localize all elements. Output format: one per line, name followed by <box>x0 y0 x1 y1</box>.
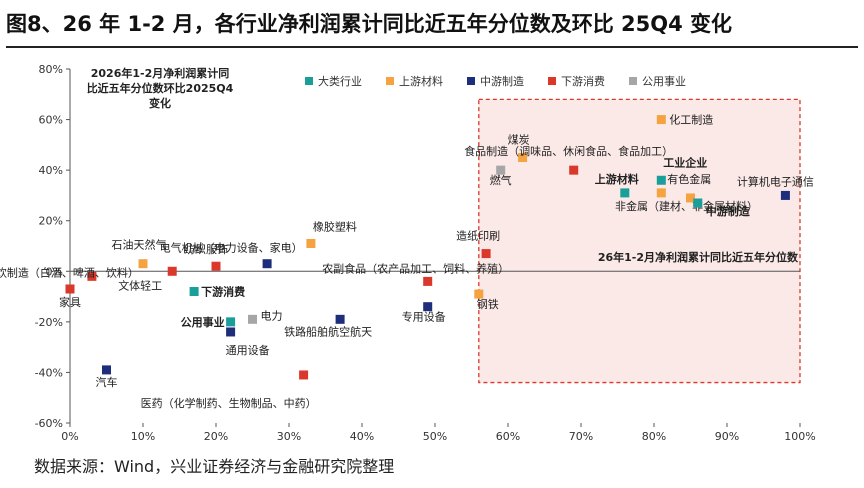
data-label: 钢铁 <box>477 298 499 311</box>
legend-swatch <box>629 77 637 85</box>
data-point <box>474 289 484 299</box>
y-tick-label: 20% <box>39 215 63 228</box>
data-label: 食品制造（调味品、休闲食品、食品加工） <box>464 144 673 158</box>
data-point <box>226 327 236 337</box>
data-point <box>299 370 309 380</box>
data-label: 铁路船舶航空航天 <box>284 324 372 338</box>
legend-label: 大类行业 <box>318 74 362 88</box>
x-tick-label: 40% <box>350 430 374 443</box>
y-tick-label: -40% <box>35 366 63 379</box>
x-tick-label: 90% <box>715 430 739 443</box>
data-label: 电气机械（电力设备、家电） <box>160 241 303 255</box>
data-point <box>102 365 111 375</box>
data-point <box>693 198 703 208</box>
data-point <box>306 238 316 248</box>
x-tick-label: 100% <box>784 430 815 443</box>
data-label: 文体轻工 <box>118 278 162 292</box>
y-tick-label: 0% <box>46 265 63 278</box>
data-label: 农副食品（农产品加工、饲料、养殖） <box>322 261 509 275</box>
title-divider <box>6 46 858 48</box>
legend-swatch <box>467 77 475 85</box>
x-tick-label: 50% <box>423 430 447 443</box>
x-tick-label: 0% <box>61 430 78 443</box>
data-point <box>423 302 433 312</box>
data-label: 通用设备 <box>226 343 270 357</box>
data-point <box>518 153 528 162</box>
legend-swatch <box>548 77 556 85</box>
data-label: 燃气 <box>490 173 512 187</box>
data-label: 造纸印刷 <box>456 229 500 243</box>
x-tick-label: 70% <box>569 430 593 443</box>
data-label: 工业企业 <box>663 155 707 169</box>
data-label: 医药（化学制药、生物制品、中药） <box>141 396 317 410</box>
x-tick-label: 60% <box>496 430 520 443</box>
data-label: 计算机电子通信 <box>737 174 814 188</box>
data-point <box>481 249 491 259</box>
data-label: 纺织服饰 <box>184 242 228 256</box>
legend-label: 公用事业 <box>642 75 686 88</box>
data-point <box>780 190 790 200</box>
legend-label: 下游消费 <box>561 74 605 88</box>
data-point <box>138 259 148 269</box>
y-tick-label: 80% <box>39 63 63 76</box>
data-label: 上游材料 <box>595 172 639 186</box>
data-point <box>656 188 666 198</box>
data-label: 专用设备 <box>402 310 446 324</box>
source-note: 数据来源：Wind，兴业证券经济与金融研究院整理 <box>34 457 395 476</box>
data-label: 中游制造 <box>706 204 751 218</box>
x-axis-title: 26年1-2月净利润累计同比近五年分位数 <box>598 250 799 264</box>
data-label: 家具 <box>59 295 81 309</box>
y-axis-title: 变化 <box>149 96 171 110</box>
data-point <box>65 284 75 294</box>
data-label: 橡胶塑料 <box>313 219 357 233</box>
y-tick-label: -60% <box>35 417 63 430</box>
data-point <box>189 287 199 297</box>
data-point <box>656 175 666 185</box>
x-tick-label: 80% <box>642 430 666 443</box>
data-label: 石油天然气 <box>112 238 167 252</box>
legend-label: 上游材料 <box>399 74 443 88</box>
data-point <box>656 115 666 125</box>
scatter-chart: 80%60%40%20%0%-20%-40%-60%0% 10% 20% 30% 40%… <box>0 63 816 443</box>
y-axis-title: 比近五年分位数环比2025Q4 <box>87 81 234 95</box>
data-point <box>496 165 506 175</box>
highlight-region <box>478 98 801 384</box>
y-tick-label: 60% <box>39 114 63 127</box>
data-point <box>167 266 177 276</box>
data-label: 非金属（建材、非金属材料） <box>615 199 758 213</box>
y-axis-title: 2026年1-2月净利润累计同 <box>91 66 230 80</box>
data-point <box>226 317 236 327</box>
x-tick-label: 30% <box>277 430 301 443</box>
data-label: 化工制造 <box>669 113 713 127</box>
data-point <box>423 276 433 286</box>
y-tick-label: 40% <box>39 164 63 177</box>
data-label: 酒饮制造（白酒、啤酒、饮料） <box>0 265 139 279</box>
x-tick-label: 20% <box>204 430 228 443</box>
data-point <box>620 188 630 198</box>
data-point <box>686 193 695 203</box>
data-label: 汽车 <box>96 375 118 389</box>
legend-swatch <box>386 77 394 85</box>
data-point <box>262 259 272 269</box>
data-point <box>248 314 257 324</box>
data-label: 电力 <box>261 309 283 322</box>
page-title: 图8、26 年 1-2 月，各行业净利润累计同比近五年分位数及环比 25Q4 变… <box>6 12 733 36</box>
data-label: 公用事业 <box>181 315 225 329</box>
data-point <box>211 261 221 271</box>
x-tick-label: 10% <box>131 430 155 443</box>
data-point <box>569 165 579 175</box>
y-tick-label: -20% <box>35 316 63 329</box>
data-point <box>87 271 97 281</box>
data-label: 煤炭 <box>508 134 530 147</box>
data-label: 有色金属 <box>667 172 711 186</box>
data-point <box>335 314 345 324</box>
legend-swatch <box>305 77 313 85</box>
legend-label: 中游制造 <box>480 74 524 88</box>
data-label: 下游消费 <box>201 285 245 299</box>
